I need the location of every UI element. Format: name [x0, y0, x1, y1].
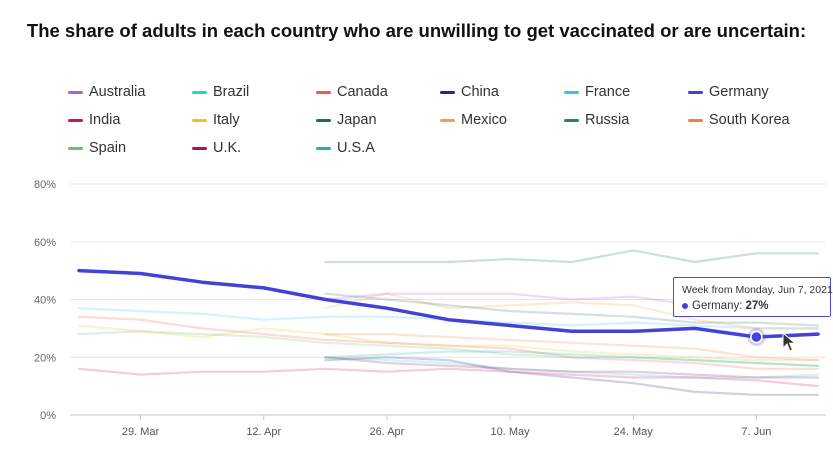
- x-tick-label: 26. Apr: [369, 426, 404, 438]
- legend-swatch: [192, 146, 207, 150]
- legend-label: U.S.A: [337, 140, 375, 156]
- x-tick-label: 7. Jun: [741, 426, 771, 438]
- series-line-china: [324, 356, 820, 396]
- legend-item-south-korea[interactable]: South Korea: [688, 110, 790, 130]
- legend-item-japan[interactable]: Japan: [316, 110, 377, 130]
- legend-label: China: [461, 84, 499, 100]
- series-line-japan: [324, 249, 820, 264]
- tooltip-row: Germany: 27%: [682, 300, 822, 312]
- tooltip-series-dot: [682, 303, 688, 309]
- legend-swatch: [316, 146, 331, 150]
- legend-label: Italy: [213, 112, 240, 128]
- legend-label: Mexico: [461, 112, 507, 128]
- series-line-mexico: [324, 292, 820, 330]
- legend-item-australia[interactable]: Australia: [68, 82, 145, 102]
- legend-swatch: [688, 118, 703, 122]
- legend-item-germany[interactable]: Germany: [688, 82, 769, 102]
- legend-swatch: [192, 118, 207, 122]
- series-line-canada: [77, 315, 820, 370]
- legend-item-france[interactable]: France: [564, 82, 630, 102]
- series-line-russia: [324, 292, 820, 327]
- legend-item-spain[interactable]: Spain: [68, 138, 126, 158]
- y-tick-label: 0%: [40, 410, 56, 422]
- series-line-india: [77, 367, 820, 388]
- legend-label: U.K.: [213, 140, 242, 156]
- x-tick-label: 10. May: [491, 426, 531, 438]
- x-tick-label: 24. May: [614, 426, 654, 438]
- x-tick-label: 29. Mar: [122, 426, 160, 438]
- legend-swatch: [564, 90, 579, 94]
- legend-label: Brazil: [213, 84, 250, 100]
- legend-label: South Korea: [709, 112, 790, 128]
- series-line-south-korea: [324, 333, 820, 362]
- legend-swatch: [564, 118, 579, 122]
- hover-marker: [750, 330, 763, 344]
- legend-swatch: [316, 90, 331, 94]
- legend-item-india[interactable]: India: [68, 110, 120, 130]
- legend-swatch: [192, 90, 207, 94]
- legend-item-china[interactable]: China: [440, 82, 499, 102]
- y-tick-label: 40%: [34, 295, 56, 307]
- series-line-brazil: [324, 356, 820, 379]
- chart-title: The share of adults in each country who …: [26, 20, 807, 41]
- legend-swatch: [688, 90, 703, 94]
- tooltip-title: Week from Monday, Jun 7, 2021: [682, 284, 833, 296]
- series-line-germany: [77, 268, 820, 339]
- y-tick-label: 80%: [34, 179, 56, 191]
- y-tick-label: 20%: [34, 352, 56, 364]
- series-line-u-k: [324, 356, 820, 379]
- legend-swatch: [68, 90, 83, 94]
- legend-item-brazil[interactable]: Brazil: [192, 82, 249, 102]
- legend-swatch: [316, 118, 331, 122]
- legend-swatch: [68, 146, 83, 150]
- x-tick-label: 12. Apr: [246, 426, 281, 438]
- legend-label: Spain: [89, 140, 127, 156]
- legend-item-canada[interactable]: Canada: [316, 82, 388, 102]
- legend-swatch: [440, 90, 455, 94]
- legend-label: Canada: [337, 84, 388, 100]
- legend-swatch: [68, 118, 83, 122]
- legend-label: France: [585, 84, 631, 100]
- legend-item-mexico[interactable]: Mexico: [440, 110, 507, 130]
- mouse-pointer-icon: [782, 332, 796, 352]
- series-line-spain: [77, 330, 820, 367]
- legend-item-italy[interactable]: Italy: [192, 110, 240, 130]
- series-line-italy: [77, 324, 820, 362]
- legend-label: Japan: [337, 112, 377, 128]
- legend-item-russia[interactable]: Russia: [564, 110, 629, 130]
- legend-label: India: [89, 112, 121, 128]
- tooltip-series-name: Germany:: [692, 300, 743, 312]
- legend-swatch: [440, 118, 455, 122]
- tooltip-value: 27%: [745, 300, 769, 312]
- legend-label: Russia: [585, 112, 630, 128]
- series-line-u-s-a: [324, 350, 820, 367]
- hover-tooltip: Week from Monday, Jun 7, 2021 Germany: 2…: [673, 277, 833, 317]
- legend-label: Germany: [709, 84, 769, 100]
- legend-item-u-s-a[interactable]: U.S.A: [316, 138, 375, 158]
- legend-label: Australia: [89, 84, 146, 100]
- y-tick-label: 60%: [34, 237, 56, 249]
- legend-item-u-k[interactable]: U.K.: [192, 138, 241, 158]
